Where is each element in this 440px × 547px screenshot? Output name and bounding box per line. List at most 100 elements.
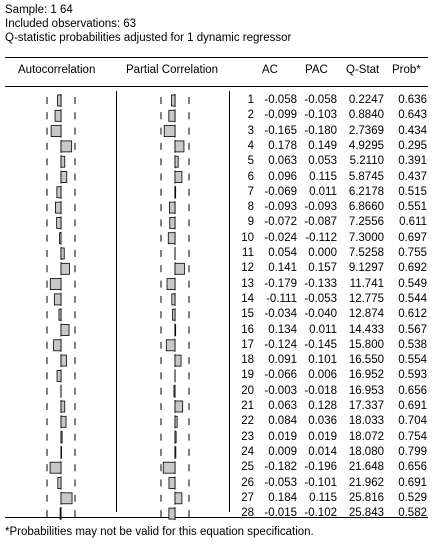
ac-value: -0.099 [264,109,297,122]
pac-value: -0.133 [304,277,337,290]
ac-bar [49,278,62,291]
qstat-value: 21.962 [348,476,384,489]
pac-value: 0.036 [308,415,337,428]
qstat-value: 16.550 [348,354,384,367]
ac-bar [50,125,62,137]
ac-bar [53,293,62,306]
pac-bar [174,446,177,459]
qstat-value: 7.3000 [348,231,384,244]
prob-value: 0.551 [398,201,427,214]
pac-bar [174,262,185,275]
lag-cell: 23 [241,430,254,443]
ac-bar [60,431,63,444]
pac-value: 0.115 [309,491,337,504]
prob-value: 0.754 [398,430,427,443]
pac-bar [174,324,177,336]
lag-cell: 3 [247,124,254,137]
qstat-value: 6.8660 [348,201,384,214]
prob-value: 0.691 [398,400,427,412]
ac-value: 0.091 [268,354,297,367]
ac-bar [60,415,67,428]
lag-cell: 20 [241,384,254,397]
ac-value: 0.178 [268,139,297,152]
lag-cell: 7 [247,185,254,198]
prob-value: 0.549 [398,277,427,290]
pac-bar [174,354,182,367]
pac-bar [174,140,185,153]
prob-value: 0.544 [398,292,427,305]
ac-bar [60,155,66,168]
ac-value: -0.165 [264,124,297,137]
pac-value: -0.093 [304,201,337,214]
pac-bar [174,186,177,199]
qstat-value: 11.741 [349,277,384,290]
lag-cell: 14 [241,292,254,305]
table-top-rule [5,57,428,58]
ac-value: -0.093 [264,201,297,214]
qstat-value: 9.1297 [348,262,384,275]
pac-value: 0.019 [308,430,337,443]
pac-bar [166,278,176,291]
qstat-value: 5.2110 [349,155,384,168]
pac-bar [174,415,178,428]
qstat-value: 12.874 [348,308,384,321]
lag-cell: 9 [247,216,254,229]
observations-label: Included observations: 63 [5,18,137,30]
pac-value: -0.112 [305,231,337,244]
ac-value: 0.063 [268,155,297,168]
ac-value: 0.134 [268,323,297,336]
prob-value: 0.567 [398,323,427,336]
ac-bar [57,94,62,107]
pac-value: 0.053 [308,155,337,168]
prob-value: 0.515 [398,185,427,198]
qstat-value: 15.800 [348,338,384,351]
pac-value: 0.115 [309,170,337,183]
ac-header: AC [262,64,278,76]
ac-value: -0.179 [264,277,297,290]
ac-bar [49,461,62,474]
lag-cell: 22 [241,415,254,428]
ac-value: -0.003 [264,384,297,397]
lag-cell: 1 [247,94,254,106]
pac-value: -0.087 [304,216,337,229]
ac-bar [60,492,73,505]
pac-value: -0.101 [304,476,337,489]
pac-header: PAC [305,64,328,76]
ac-bar [60,324,70,336]
ac-bar [58,308,62,321]
pac-bar [174,431,177,444]
ac-bar [56,369,62,382]
qstat-value: 0.8840 [348,109,384,122]
ac-value: -0.069 [264,185,297,198]
qstat-value: 25.816 [348,491,384,504]
prob-value: 0.755 [398,247,427,259]
ac-value: -0.111 [266,292,297,305]
qstat-value: 18.072 [348,430,384,443]
ac-value: 0.054 [268,247,297,259]
lag-cell: 2 [247,109,254,122]
pac-value: 0.149 [308,139,337,152]
pac-bar [174,400,184,413]
ac-value: -0.066 [264,369,297,382]
pac-bar [169,201,176,214]
qstat-value: 18.080 [348,445,384,458]
pac-value: 0.128 [308,400,337,412]
ac-value: 0.063 [268,400,297,412]
pac-value: 0.101 [308,354,337,367]
prob-value: 0.697 [398,231,427,244]
ac-value: -0.024 [264,231,297,244]
lag-cell: 17 [241,338,254,351]
pac-bar [167,232,176,245]
pac-bar [174,171,183,183]
pac-bar [169,216,176,229]
lag-cell: 24 [241,445,254,458]
footnote: *Probabilities may not be valid for this… [5,526,314,538]
prob-value: 0.538 [398,338,427,351]
statistics-divider [229,91,230,512]
ac-value: -0.053 [264,476,297,489]
pac-value: -0.058 [304,94,337,106]
pac-value: 0.011 [309,323,337,336]
qstat-value: 7.5258 [348,247,384,259]
partial-correlation-header: Partial Correlation [126,64,219,76]
qstat-value: 4.9295 [348,139,384,152]
